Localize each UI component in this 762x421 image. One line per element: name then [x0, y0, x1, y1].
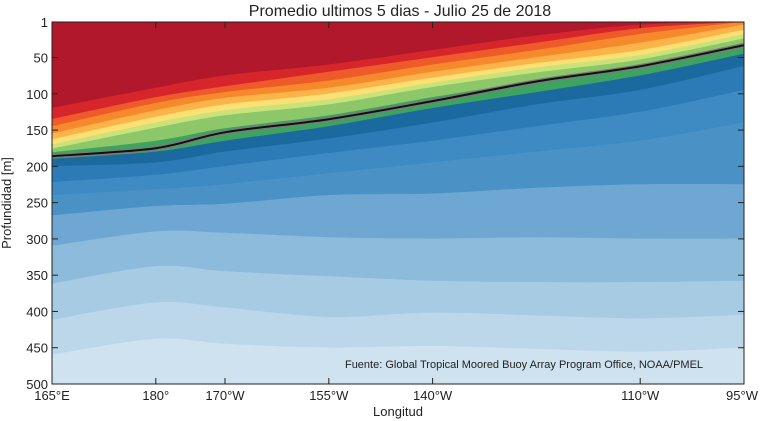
y-tick-label: 350: [26, 268, 48, 283]
x-axis-label: Longitud: [373, 404, 423, 419]
thermocline-line: [51, 42, 745, 159]
axis-ticks: 165°E 180° 170°W 155°W 140°W 110°W 95°W1501001…: [26, 15, 758, 403]
x-tick-label: 110°W: [621, 388, 660, 403]
y-tick-label: 50: [34, 51, 48, 66]
x-tick-label: 165°E: [34, 388, 70, 403]
y-tick-label: 500: [26, 377, 48, 392]
y-tick-label: 100: [26, 87, 48, 102]
y-tick-label: 450: [26, 341, 48, 356]
x-tick-label: 180°: [142, 388, 169, 403]
x-tick-label: 155°W: [309, 388, 349, 403]
x-tick-label: 170°W: [205, 388, 245, 403]
y-tick-label: 150: [26, 123, 48, 138]
y-tick-label: 400: [26, 304, 48, 319]
y-tick-label: 1: [41, 15, 48, 30]
source-annotation: Fuente: Global Tropical Moored Buoy Arra…: [345, 359, 703, 371]
y-tick-label: 200: [26, 159, 48, 174]
thermocline-line-core: [51, 44, 745, 158]
y-tick-label: 250: [26, 196, 48, 211]
x-tick-label: 95°W: [726, 388, 759, 403]
y-axis-label: Profundidad [m]: [0, 157, 14, 249]
x-tick-label: 140°W: [413, 388, 453, 403]
contour-bands: [52, 22, 744, 384]
y-tick-label: 300: [26, 232, 48, 247]
chart-title: Promedio ultimos 5 dias - Julio 25 de 20…: [249, 3, 551, 20]
